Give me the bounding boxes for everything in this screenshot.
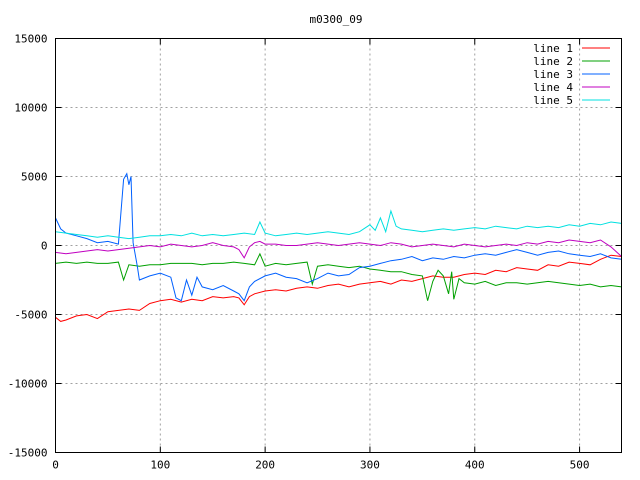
series-line-2-line <box>55 252 622 301</box>
y-tick-label: -5000 <box>14 309 47 322</box>
series-line-5-line <box>55 209 622 240</box>
chart-title: m0300_09 <box>310 13 363 26</box>
axis-ticks: 0 100 200 300 400 500 -15000 -10000 -5000 0 5000 10… <box>8 33 622 472</box>
series-line-1-line <box>55 254 622 322</box>
series-group <box>55 172 622 322</box>
y-tick-label: 0 <box>41 240 48 253</box>
y-tick-label: 15000 <box>14 33 47 46</box>
x-tick-label: 200 <box>255 459 275 472</box>
y-tick-label: -10000 <box>8 378 48 391</box>
y-tick-label: -15000 <box>8 447 48 460</box>
series-line-4-line <box>55 239 622 259</box>
y-tick-label: 5000 <box>21 171 48 184</box>
x-tick-label: 400 <box>465 459 485 472</box>
legend-label: line 1 <box>533 42 573 55</box>
legend-label: line 4 <box>533 81 573 94</box>
legend-label: line 2 <box>533 55 573 68</box>
y-tick-label: 10000 <box>14 102 47 115</box>
series-line-3-line <box>55 172 622 302</box>
x-tick-label: 500 <box>570 459 590 472</box>
x-tick-label: 300 <box>360 459 380 472</box>
legend-label: line 3 <box>533 68 573 81</box>
x-tick-label: 100 <box>150 459 170 472</box>
legend-label: line 5 <box>533 94 573 107</box>
x-tick-label: 0 <box>52 459 59 472</box>
